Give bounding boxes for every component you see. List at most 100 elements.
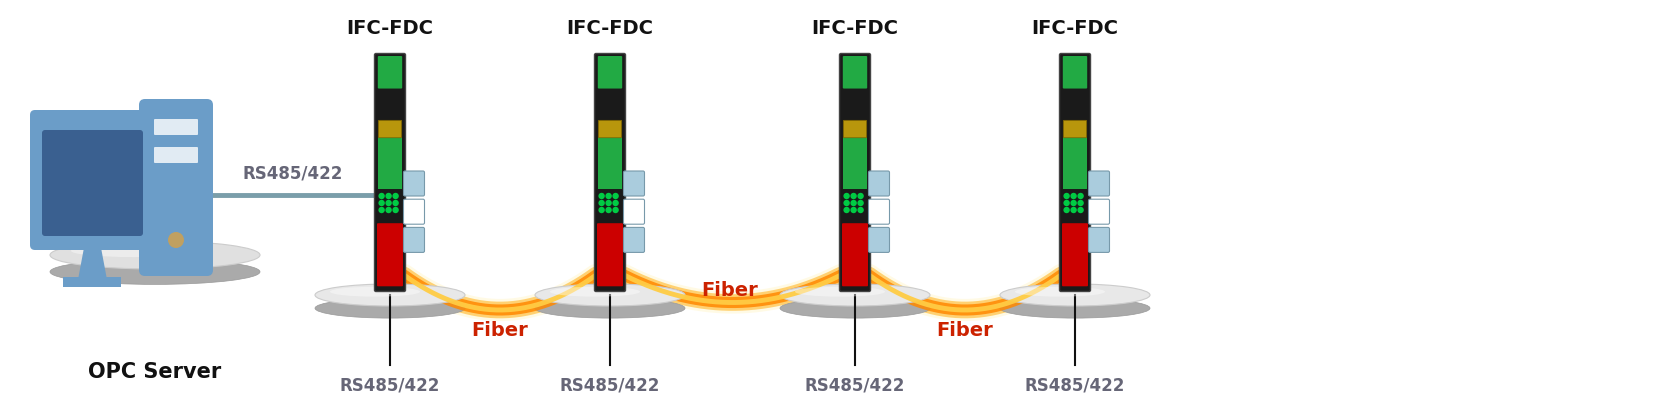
FancyBboxPatch shape (379, 137, 402, 189)
Circle shape (858, 208, 863, 212)
FancyBboxPatch shape (42, 130, 142, 236)
Circle shape (1070, 200, 1075, 206)
Circle shape (1070, 194, 1075, 198)
Text: RS485/422: RS485/422 (804, 376, 905, 394)
FancyBboxPatch shape (869, 199, 889, 224)
Text: Fiber: Fiber (472, 320, 528, 340)
FancyBboxPatch shape (404, 199, 424, 224)
Ellipse shape (315, 298, 466, 318)
Text: RS485/422: RS485/422 (1025, 376, 1126, 394)
Circle shape (613, 200, 618, 206)
Ellipse shape (796, 287, 884, 297)
FancyBboxPatch shape (843, 223, 868, 286)
Ellipse shape (70, 244, 198, 257)
Circle shape (394, 200, 399, 206)
Text: IFC-FDC: IFC-FDC (1032, 18, 1119, 38)
Text: RS485/422: RS485/422 (559, 376, 660, 394)
Circle shape (613, 208, 618, 212)
Circle shape (606, 208, 611, 212)
Ellipse shape (781, 298, 930, 318)
FancyBboxPatch shape (1089, 171, 1109, 196)
Circle shape (600, 194, 605, 198)
FancyBboxPatch shape (623, 171, 645, 196)
FancyBboxPatch shape (1064, 56, 1087, 88)
FancyBboxPatch shape (869, 171, 889, 196)
FancyBboxPatch shape (1089, 199, 1109, 224)
Text: IFC-FDC: IFC-FDC (566, 18, 653, 38)
FancyBboxPatch shape (1089, 227, 1109, 252)
Circle shape (379, 208, 384, 212)
FancyBboxPatch shape (596, 223, 623, 286)
FancyBboxPatch shape (598, 120, 621, 138)
FancyBboxPatch shape (843, 137, 868, 189)
Text: IFC-FDC: IFC-FDC (347, 18, 434, 38)
FancyBboxPatch shape (1064, 120, 1087, 138)
FancyBboxPatch shape (404, 171, 424, 196)
Ellipse shape (781, 284, 930, 306)
FancyBboxPatch shape (869, 227, 889, 252)
Text: Fiber: Fiber (936, 320, 993, 340)
Circle shape (1070, 208, 1075, 212)
FancyBboxPatch shape (839, 54, 871, 292)
FancyBboxPatch shape (377, 223, 404, 286)
Circle shape (613, 194, 618, 198)
Ellipse shape (50, 241, 260, 269)
Circle shape (858, 194, 863, 198)
Circle shape (844, 208, 849, 212)
Circle shape (168, 232, 184, 248)
FancyBboxPatch shape (623, 227, 645, 252)
Circle shape (600, 208, 605, 212)
Polygon shape (62, 277, 121, 287)
Circle shape (851, 208, 856, 212)
Ellipse shape (549, 287, 640, 297)
Circle shape (844, 194, 849, 198)
FancyBboxPatch shape (598, 137, 621, 189)
Text: Fiber: Fiber (702, 280, 759, 300)
Circle shape (379, 200, 384, 206)
Ellipse shape (315, 284, 466, 306)
Circle shape (851, 200, 856, 206)
FancyBboxPatch shape (598, 56, 621, 88)
FancyBboxPatch shape (1064, 137, 1087, 189)
Ellipse shape (330, 287, 420, 297)
Ellipse shape (1015, 287, 1106, 297)
Circle shape (1064, 200, 1069, 206)
Circle shape (387, 200, 390, 206)
Circle shape (606, 194, 611, 198)
FancyBboxPatch shape (1060, 54, 1090, 292)
FancyBboxPatch shape (595, 54, 625, 292)
FancyBboxPatch shape (154, 119, 198, 135)
Circle shape (394, 194, 399, 198)
Circle shape (394, 208, 399, 212)
Circle shape (387, 208, 390, 212)
Ellipse shape (1000, 284, 1151, 306)
Circle shape (1079, 200, 1084, 206)
Text: IFC-FDC: IFC-FDC (811, 18, 898, 38)
FancyBboxPatch shape (379, 56, 402, 88)
FancyBboxPatch shape (375, 54, 405, 292)
FancyBboxPatch shape (623, 199, 645, 224)
FancyBboxPatch shape (379, 120, 402, 138)
Text: RS485/422: RS485/422 (340, 376, 441, 394)
FancyBboxPatch shape (30, 110, 156, 250)
FancyBboxPatch shape (843, 120, 866, 138)
FancyBboxPatch shape (139, 99, 213, 276)
Circle shape (1079, 194, 1084, 198)
Text: RS485/422: RS485/422 (243, 164, 343, 182)
Text: OPC Server: OPC Server (89, 362, 221, 382)
Circle shape (1079, 208, 1084, 212)
FancyBboxPatch shape (404, 227, 424, 252)
Circle shape (1064, 208, 1069, 212)
Ellipse shape (534, 284, 685, 306)
Circle shape (387, 194, 390, 198)
Ellipse shape (534, 298, 685, 318)
Circle shape (851, 194, 856, 198)
FancyBboxPatch shape (1062, 223, 1089, 286)
Ellipse shape (50, 259, 260, 284)
Circle shape (600, 200, 605, 206)
FancyBboxPatch shape (154, 147, 198, 163)
Polygon shape (79, 245, 107, 277)
Ellipse shape (1000, 298, 1151, 318)
Circle shape (379, 194, 384, 198)
FancyBboxPatch shape (843, 56, 868, 88)
